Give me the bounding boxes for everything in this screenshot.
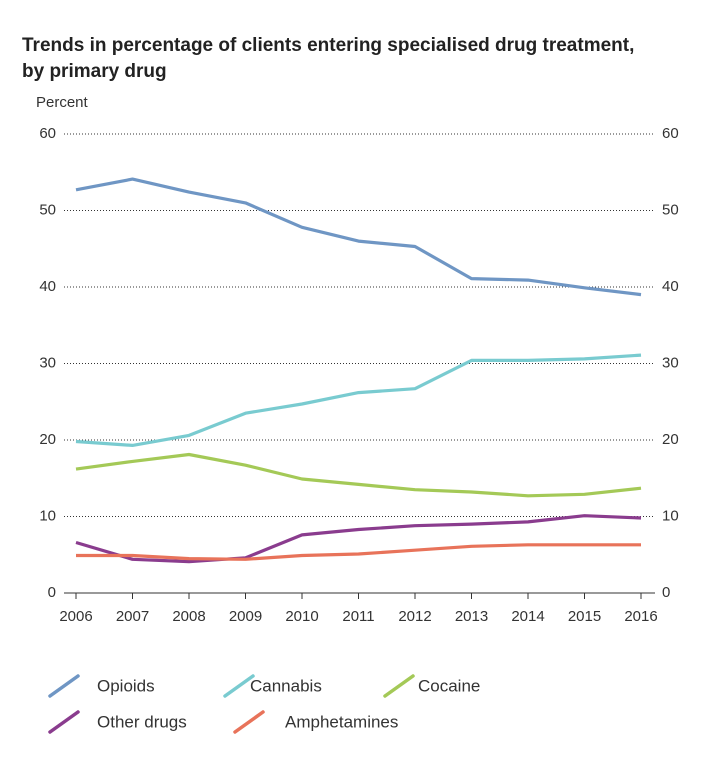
- series-line: [75, 452, 642, 498]
- x-tick-label: 2013: [455, 608, 488, 625]
- y2-tick-label: 30: [662, 354, 679, 371]
- legend-label: Cannabis: [250, 676, 322, 695]
- y2-tick-label: 40: [662, 278, 679, 295]
- y-tick-label: 10: [39, 507, 56, 524]
- y-tick-label: 40: [39, 278, 56, 295]
- legend-swatch: [233, 710, 265, 734]
- legend-label: Cocaine: [418, 676, 480, 695]
- series-line: [75, 353, 642, 447]
- x-tick-label: 2012: [398, 608, 431, 625]
- y2-tick-label: 20: [662, 431, 679, 448]
- legend-label: Amphetamines: [285, 712, 398, 731]
- x-tick-label: 2010: [285, 608, 318, 625]
- legend-swatch: [48, 710, 80, 734]
- x-tick-label: 2011: [342, 608, 374, 625]
- y2-tick-label: 60: [662, 125, 679, 142]
- legend-swatch: [48, 674, 80, 698]
- series-line: [75, 177, 642, 297]
- x-tick-label: 2014: [511, 608, 544, 625]
- y-tick-label: 30: [39, 354, 56, 371]
- y2-tick-label: 50: [662, 201, 679, 218]
- legend-swatch: [223, 674, 255, 698]
- legend-label: Other drugs: [97, 712, 187, 731]
- chart-title: Trends in percentage of clients entering…: [22, 35, 634, 56]
- x-tick-label: 2008: [172, 608, 205, 625]
- legend-label: Opioids: [97, 676, 155, 695]
- x-tick-label: 2015: [568, 608, 601, 625]
- legend-swatch: [383, 674, 415, 698]
- x-tick-label: 2016: [624, 608, 657, 625]
- chart-title: by primary drug: [22, 61, 167, 82]
- series-line: [75, 514, 642, 564]
- y-tick-label: 20: [39, 431, 56, 448]
- x-tick-label: 2006: [59, 608, 92, 625]
- y2-tick-label: 10: [662, 507, 679, 524]
- x-tick-label: 2009: [229, 608, 262, 625]
- y-tick-label: 0: [48, 584, 56, 601]
- y-axis-label: Percent: [36, 94, 89, 111]
- x-tick-label: 2007: [116, 608, 149, 625]
- y2-tick-label: 0: [662, 584, 670, 601]
- series-line: [76, 543, 641, 561]
- y-tick-label: 60: [39, 125, 56, 142]
- y-tick-label: 50: [39, 201, 56, 218]
